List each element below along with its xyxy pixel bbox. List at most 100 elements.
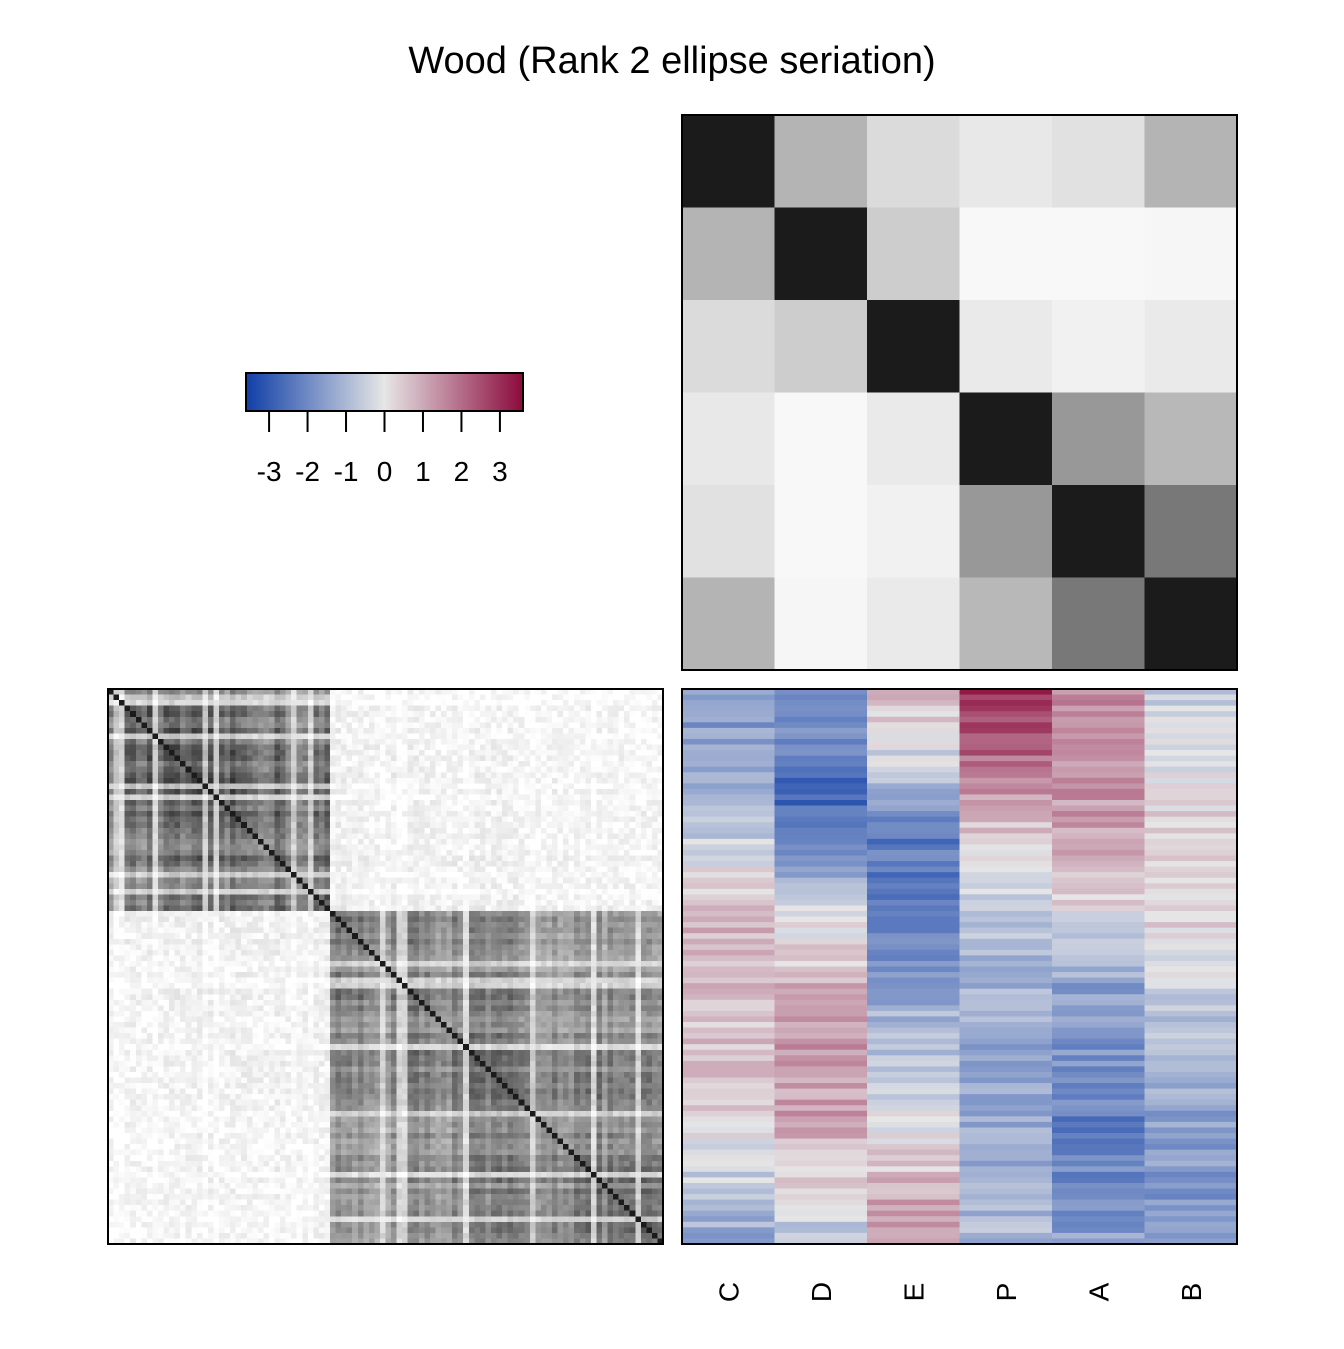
data-cell <box>1144 772 1238 779</box>
data-cell <box>959 1238 1053 1245</box>
data-cell <box>867 1066 961 1073</box>
data-cell <box>682 1022 776 1029</box>
data-cell <box>1052 689 1146 696</box>
data-cell <box>867 861 961 868</box>
data-cell <box>867 1049 961 1056</box>
data-cell <box>959 1105 1053 1112</box>
data-cell <box>1052 772 1146 779</box>
data-cell <box>774 1133 868 1140</box>
data-cell <box>1052 716 1146 723</box>
data-cell <box>959 938 1053 945</box>
data-cell <box>1144 822 1238 829</box>
data-cell <box>1144 716 1238 723</box>
chart-title: Wood (Rank 2 ellipse seriation) <box>408 40 935 82</box>
data-cell <box>1144 700 1238 707</box>
data-cell <box>682 755 776 762</box>
variable-correlation-cell <box>774 577 868 671</box>
data-cell <box>867 788 961 796</box>
data-cell <box>959 866 1053 873</box>
data-cell <box>867 955 961 962</box>
data-cell <box>959 861 1053 868</box>
data-cell <box>1052 1044 1146 1051</box>
legend-color-bar <box>245 372 524 412</box>
data-cell <box>867 794 961 801</box>
data-cell <box>774 1144 868 1151</box>
data-cell <box>1052 877 1146 884</box>
data-cell <box>1052 1238 1146 1245</box>
data-cell <box>867 949 961 956</box>
data-cell <box>1144 1166 1238 1173</box>
data-cell <box>682 849 776 857</box>
data-cell <box>867 1116 961 1123</box>
data-cell <box>1052 966 1146 973</box>
data-cell <box>959 1155 1053 1162</box>
data-cell <box>959 894 1053 901</box>
data-cell <box>1052 1216 1146 1223</box>
data-cell <box>959 1171 1053 1178</box>
data-cell <box>682 955 776 962</box>
data-cell <box>682 888 776 895</box>
variable-correlation-heatmap <box>682 115 1238 671</box>
data-cell <box>1052 1055 1146 1062</box>
data-cell <box>959 960 1053 968</box>
data-cell <box>867 899 961 907</box>
data-cell <box>682 972 776 979</box>
column-label: P <box>991 1283 1022 1302</box>
data-cell <box>682 1210 776 1217</box>
data-cell <box>774 816 868 823</box>
data-cell <box>682 1033 776 1040</box>
data-cell <box>682 1155 776 1162</box>
data-cell <box>1052 894 1146 901</box>
legend-tick-label: -1 <box>334 456 359 487</box>
data-cell <box>682 1105 776 1112</box>
data-cell <box>1144 1033 1238 1040</box>
data-cell <box>774 766 868 773</box>
data-cell <box>682 1038 776 1045</box>
data-cell <box>682 1199 776 1206</box>
data-cell <box>867 744 961 751</box>
data-cell <box>1144 1171 1238 1178</box>
data-cell <box>774 1055 868 1062</box>
variable-correlation-cell <box>774 115 868 209</box>
data-cell <box>867 977 961 984</box>
data-cell <box>682 805 776 812</box>
data-cell <box>867 711 961 718</box>
data-cell <box>959 766 1053 773</box>
data-cell <box>1052 805 1146 812</box>
variable-correlation-cell <box>1144 485 1238 579</box>
data-cell <box>1052 922 1146 929</box>
data-cell <box>682 988 776 995</box>
data-cell <box>1144 761 1238 768</box>
data-cell <box>867 888 961 895</box>
data-cell <box>1144 827 1238 834</box>
data-cell <box>959 1022 1053 1029</box>
data-cell <box>1052 988 1146 995</box>
data-cell <box>1052 733 1146 740</box>
data-cell <box>959 972 1053 979</box>
data-cell <box>959 1033 1053 1040</box>
data-cell <box>1144 1238 1238 1245</box>
data-cell <box>774 1094 868 1101</box>
column-label: D <box>806 1282 837 1302</box>
data-cell <box>1144 849 1238 857</box>
data-cell <box>867 700 961 707</box>
data-cell <box>774 1227 868 1234</box>
data-cell <box>959 1071 1053 1079</box>
data-cell <box>867 1133 961 1140</box>
data-cell <box>774 1010 868 1018</box>
data-cell <box>1052 1182 1146 1190</box>
data-cell <box>959 822 1053 829</box>
data-cell <box>867 1077 961 1084</box>
data-cell <box>959 805 1053 812</box>
data-cell <box>1144 1038 1238 1045</box>
data-cell <box>682 966 776 973</box>
data-cell <box>774 899 868 907</box>
data-cell <box>682 960 776 968</box>
data-cell <box>682 1077 776 1084</box>
data-cell <box>774 933 868 940</box>
data-cell <box>1052 783 1146 790</box>
data-cell <box>1144 994 1238 1001</box>
data-cell <box>959 1149 1053 1156</box>
data-cell <box>774 1022 868 1029</box>
data-cell <box>774 883 868 890</box>
